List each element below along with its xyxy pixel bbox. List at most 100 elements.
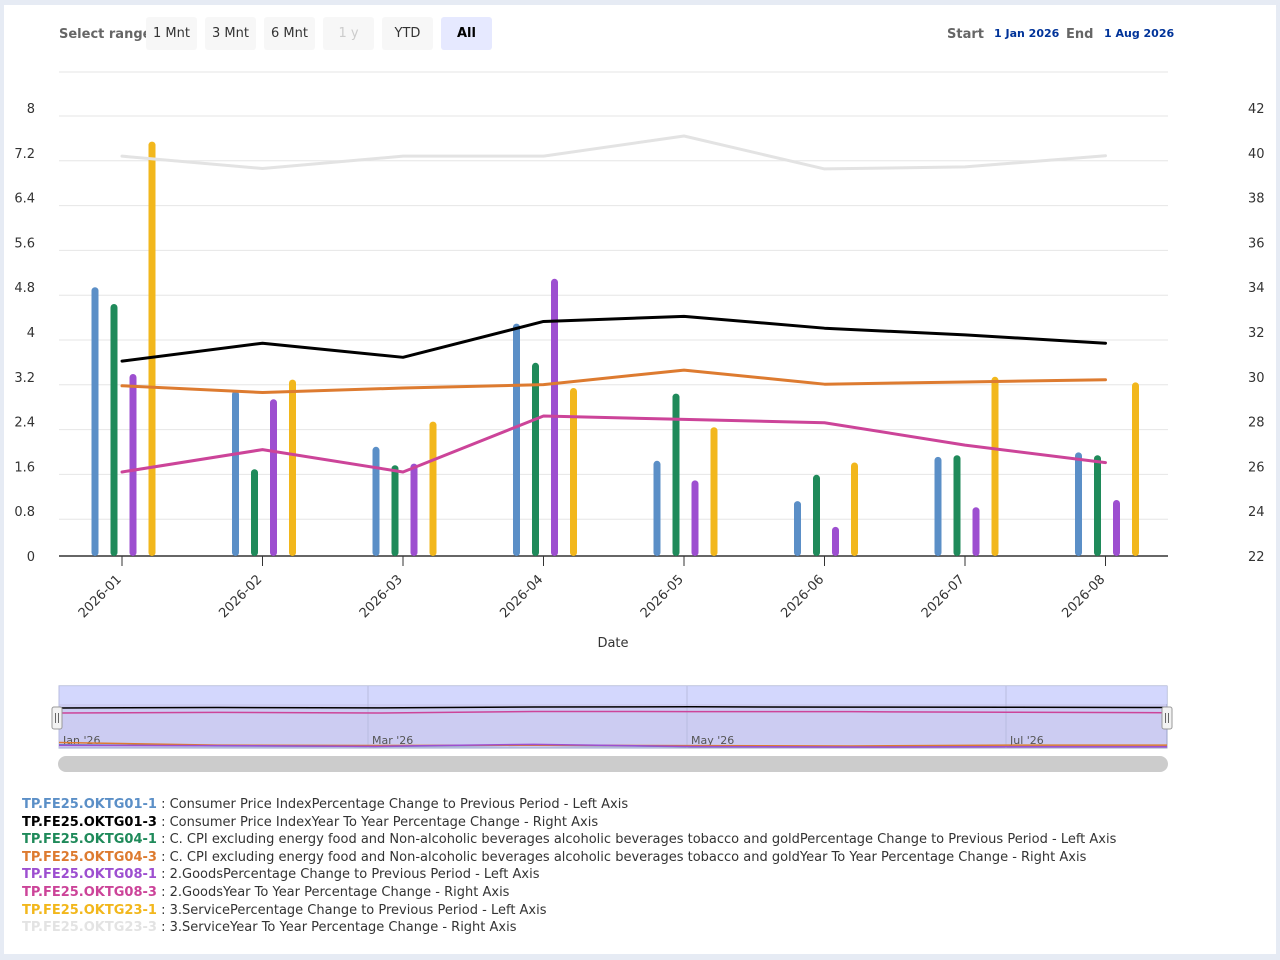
legend-series-code: TP.FE25.OKTG08-3 [22, 884, 157, 900]
navigator-label: May '26 [691, 734, 734, 747]
y-left-tick-label: 2.4 [14, 416, 35, 431]
bar [532, 362, 539, 556]
legend-series-description: : 2.GoodsYear To Year Percentage Change … [161, 884, 510, 900]
x-tick-label: 2026-05 [638, 572, 687, 621]
bar [851, 462, 858, 556]
legend-item[interactable]: TP.FE25.OKTG01-3 : Consumer Price IndexY… [22, 814, 1116, 832]
y-right-tick-label: 30 [1248, 371, 1265, 386]
end-date-input[interactable]: 1 Aug 2026 [1104, 27, 1175, 40]
y-right-tick-label: 38 [1248, 192, 1265, 207]
legend-item[interactable]: TP.FE25.OKTG04-1 : C. CPI excluding ener… [22, 831, 1116, 849]
legend-series-description: : C. CPI excluding energy food and Non-a… [161, 849, 1087, 865]
x-tick-label: 2026-01 [76, 572, 125, 621]
bar [1113, 500, 1120, 556]
bar [972, 507, 980, 556]
legend-item[interactable]: TP.FE25.OKTG01-1 : Consumer Price IndexP… [22, 796, 1116, 814]
navigator-label: Jul '26 [1009, 734, 1044, 747]
range-button-all[interactable]: All [441, 17, 492, 50]
y-left-tick-label: 4.8 [14, 281, 35, 296]
bar [251, 469, 258, 556]
bar [270, 399, 277, 556]
bar [813, 474, 820, 556]
end-date-label: End [1066, 27, 1094, 42]
line-series [120, 314, 1107, 363]
y-left-tick-label: 0.8 [14, 505, 35, 520]
y-right-tick-label: 32 [1248, 326, 1265, 341]
bar [513, 323, 520, 556]
legend: TP.FE25.OKTG01-1 : Consumer Price IndexP… [22, 796, 1116, 937]
bar [110, 304, 118, 556]
legend-item[interactable]: TP.FE25.OKTG04-3 : C. CPI excluding ener… [22, 849, 1116, 867]
y-right-tick-label: 22 [1248, 550, 1265, 565]
y-left-tick-label: 5.6 [14, 236, 35, 251]
navigator-series-line [58, 706, 1168, 709]
bar [934, 456, 942, 556]
range-selector-label: Select range [59, 27, 152, 42]
x-tick-label: 2026-06 [778, 572, 827, 621]
legend-series-description: : 2.GoodsPercentage Change to Previous P… [161, 867, 540, 883]
legend-series-code: TP.FE25.OKTG23-1 [22, 902, 157, 918]
bar [372, 446, 380, 556]
bar [991, 376, 999, 556]
start-date-label: Start [947, 27, 984, 42]
navigator-handle[interactable] [51, 706, 63, 730]
bar [691, 480, 699, 556]
y-right-tick-label: 34 [1248, 281, 1265, 296]
line-series [120, 368, 1107, 394]
bar [832, 526, 839, 556]
legend-series-code: TP.FE25.OKTG01-1 [22, 797, 157, 812]
legend-item[interactable]: TP.FE25.OKTG08-1 : 2.GoodsPercentage Cha… [22, 866, 1116, 884]
legend-series-code: TP.FE25.OKTG08-1 [22, 867, 157, 883]
bar [91, 287, 99, 556]
bar [672, 393, 680, 556]
navigator-label: Mar '26 [372, 734, 413, 747]
y-right-tick-label: 42 [1248, 102, 1265, 117]
y-right-tick-label: 40 [1248, 147, 1265, 162]
y-right-tick-label: 28 [1248, 416, 1265, 431]
bar [429, 421, 437, 556]
legend-series-description: : 3.ServiceYear To Year Percentage Chang… [161, 920, 517, 936]
range-button-ytd[interactable]: YTD [382, 17, 433, 50]
bar [794, 501, 801, 556]
bar [953, 455, 961, 556]
y-right-tick-label: 26 [1248, 460, 1265, 475]
legend-series-description: : Consumer Price IndexYear To Year Perce… [161, 814, 599, 830]
y-left-tick-label: 7.2 [14, 147, 35, 162]
range-button-1-month[interactable]: 1 Mnt [146, 17, 197, 50]
bar [148, 141, 156, 556]
bar [129, 374, 137, 556]
navigator-series-line [58, 710, 1168, 714]
bar [410, 463, 418, 556]
range-button-6-months[interactable]: 6 Mnt [264, 17, 315, 50]
legend-item[interactable]: TP.FE25.OKTG23-3 : 3.ServiceYear To Year… [22, 919, 1116, 937]
bar [289, 379, 296, 556]
legend-series-description: : C. CPI excluding energy food and Non-a… [161, 832, 1117, 848]
navigator-band [59, 686, 1167, 704]
navigator-handle[interactable] [1161, 706, 1173, 730]
x-tick-label: 2026-03 [357, 572, 406, 621]
y-left-tick-label: 3.2 [14, 371, 35, 386]
x-tick-label: 2026-04 [497, 572, 546, 621]
legend-item[interactable]: TP.FE25.OKTG23-1 : 3.ServicePercentage C… [22, 902, 1116, 920]
y-right-tick-label: 36 [1248, 236, 1265, 251]
y-left-tick-label: 4 [27, 326, 35, 341]
line-series [120, 414, 1107, 474]
x-tick-label: 2026-07 [919, 572, 968, 621]
x-tick-label: 2026-08 [1059, 572, 1108, 621]
legend-series-code: TP.FE25.OKTG01-3 [22, 814, 157, 830]
legend-series-description: : 3.ServicePercentage Change to Previous… [161, 902, 547, 918]
bar [653, 460, 661, 556]
legend-series-code: TP.FE25.OKTG04-1 [22, 832, 157, 848]
start-date-input[interactable]: 1 Jan 2026 [994, 27, 1060, 40]
legend-item[interactable]: TP.FE25.OKTG08-3 : 2.GoodsYear To Year P… [22, 884, 1116, 902]
bar [710, 427, 718, 556]
bar [1132, 382, 1139, 556]
bar [232, 390, 239, 556]
bar [1075, 452, 1082, 556]
navigator-scrollbar[interactable] [58, 756, 1168, 772]
range-button-3-months[interactable]: 3 Mnt [205, 17, 256, 50]
bar [391, 465, 399, 556]
range-button-1-year[interactable]: 1 y [323, 17, 374, 50]
legend-series-description: : Consumer Price IndexPercentage Change … [161, 797, 629, 812]
